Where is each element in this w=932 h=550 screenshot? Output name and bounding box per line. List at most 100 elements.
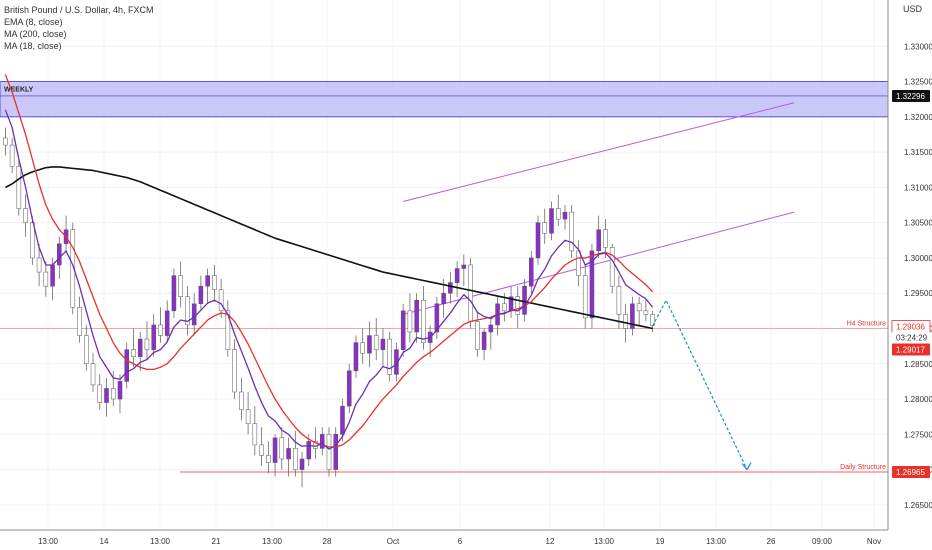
candle-body bbox=[596, 229, 601, 252]
candle-body bbox=[57, 243, 62, 266]
candle-body bbox=[43, 271, 49, 287]
trend-channel bbox=[403, 102, 795, 315]
candle-body bbox=[225, 310, 231, 350]
candle-body bbox=[387, 338, 392, 375]
candle-body bbox=[488, 324, 494, 333]
symbol-title[interactable]: British Pound / U.S. Dollar, 4h, FXCM bbox=[4, 5, 154, 15]
candle-body bbox=[117, 381, 123, 400]
candle-body bbox=[549, 208, 554, 234]
candle-body bbox=[475, 321, 480, 350]
candle-body bbox=[151, 324, 156, 350]
h4-structure-label: H4 Structure bbox=[847, 320, 886, 327]
candle-body bbox=[286, 448, 291, 460]
price-tick: 1.28500 bbox=[904, 360, 932, 369]
ma-200-line bbox=[5, 166, 653, 330]
price-tick: 1.30500 bbox=[904, 219, 932, 228]
time-tick: 19 bbox=[656, 537, 665, 546]
current-price-tag: 1.29017 bbox=[896, 345, 925, 354]
time-tick: 21 bbox=[212, 537, 221, 546]
candle-body bbox=[23, 208, 28, 223]
time-axis-bg bbox=[0, 530, 932, 550]
candle-body bbox=[110, 388, 116, 400]
candle-body bbox=[90, 363, 96, 386]
channel-upper-line bbox=[403, 102, 795, 202]
candle-body bbox=[441, 292, 446, 305]
candle-body bbox=[481, 331, 487, 350]
price-tags: 1.32296 1.29036 03:24:29 1.29017 1.26965 bbox=[891, 89, 931, 479]
time-axis: 13:00 14 13:00 21 13:00 28 Oct 6 12 13:00 19 13:00 2… bbox=[0, 529, 932, 550]
time-tick: 14 bbox=[100, 537, 109, 546]
time-tick: 6 bbox=[458, 537, 463, 546]
weekly-price-tag-bg bbox=[892, 89, 930, 102]
indicator-ema[interactable]: EMA (8, close) bbox=[4, 17, 63, 27]
candle-body bbox=[515, 296, 521, 315]
currency-label: USD bbox=[902, 4, 922, 14]
candle-body bbox=[266, 455, 271, 463]
time-tick: 09:00 bbox=[812, 537, 833, 546]
candle-body bbox=[218, 289, 224, 312]
candle-body bbox=[360, 342, 365, 354]
candle-body bbox=[522, 285, 527, 315]
price-tick: 1.32000 bbox=[904, 113, 932, 122]
grid bbox=[0, 0, 888, 530]
price-tick: 1.31000 bbox=[904, 183, 932, 192]
candle-body bbox=[212, 275, 217, 290]
projection-arrow bbox=[652, 298, 752, 471]
candle-body bbox=[502, 303, 507, 312]
moving-averages bbox=[4, 74, 654, 450]
price-tick: 1.28000 bbox=[904, 395, 932, 404]
price-tick: 1.33000 bbox=[904, 42, 932, 51]
candle-body bbox=[198, 285, 204, 305]
candle-body bbox=[50, 264, 55, 287]
candle-body bbox=[582, 275, 588, 319]
candle-body bbox=[636, 303, 642, 312]
candle-body bbox=[414, 300, 419, 333]
candle-body bbox=[279, 437, 285, 460]
candle-body bbox=[171, 275, 177, 312]
indicator-ma18[interactable]: MA (18, close) bbox=[4, 41, 62, 51]
time-tick: 13:00 bbox=[38, 537, 59, 546]
price-tick: 1.30000 bbox=[904, 254, 932, 263]
candle-body bbox=[589, 250, 595, 319]
candle-body bbox=[205, 275, 210, 287]
weekly-price-tag: 1.32296 bbox=[896, 92, 925, 101]
structure-lines: H4 Structure Daily Structure bbox=[0, 320, 888, 473]
candle-body bbox=[164, 310, 170, 336]
candle-body bbox=[373, 335, 379, 350]
current-price-tag-bg bbox=[892, 343, 930, 356]
time-tick: 26 bbox=[767, 537, 776, 546]
candle-body bbox=[84, 335, 89, 365]
candle-body bbox=[9, 144, 15, 167]
h4-price-tag-bg bbox=[892, 320, 930, 333]
time-tick: 28 bbox=[323, 537, 332, 546]
price-tick: 1.27500 bbox=[904, 430, 932, 439]
candle-body bbox=[36, 257, 42, 273]
candle-body bbox=[16, 165, 22, 209]
candle-body bbox=[562, 211, 568, 220]
candle-body bbox=[616, 285, 622, 315]
candle-body bbox=[346, 370, 352, 407]
candle-body bbox=[137, 338, 143, 357]
candle-body bbox=[144, 338, 150, 350]
candle-body bbox=[3, 137, 8, 146]
candle-body bbox=[239, 391, 244, 410]
candle-body bbox=[576, 250, 581, 276]
candle-body bbox=[448, 282, 453, 294]
weekly-zone-label: WEEKLY bbox=[4, 87, 34, 94]
candle-body bbox=[252, 423, 258, 446]
candle-body bbox=[97, 384, 103, 403]
candle-body bbox=[70, 229, 76, 308]
indicator-ma200[interactable]: MA (200, close) bbox=[4, 29, 67, 39]
candle-body bbox=[421, 300, 426, 343]
ma-18-line bbox=[4, 74, 654, 448]
countdown-tag: 03:24:29 bbox=[896, 333, 928, 342]
countdown-tag-bg bbox=[892, 331, 930, 344]
candle-body bbox=[306, 441, 312, 460]
candle-body bbox=[299, 458, 305, 470]
projection-arrowhead bbox=[741, 462, 752, 471]
candle-body bbox=[340, 405, 345, 435]
candle-body bbox=[232, 349, 237, 393]
candle-body bbox=[623, 314, 628, 329]
candle-body bbox=[643, 310, 649, 315]
